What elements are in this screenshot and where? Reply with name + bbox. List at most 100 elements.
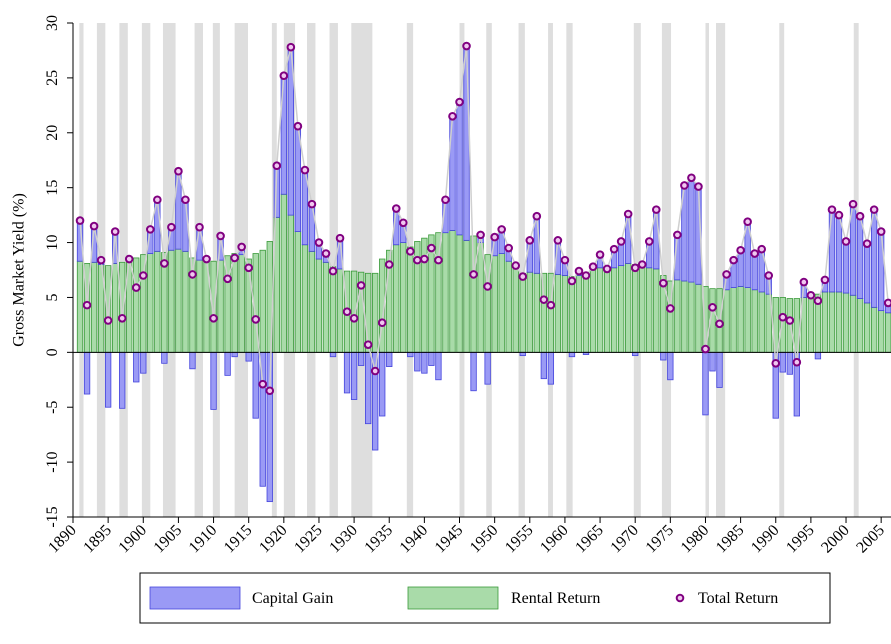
- total-return-point: [539, 295, 549, 304]
- total-return-point: [581, 271, 591, 280]
- total-return-point: [750, 249, 759, 258]
- total-return-point: [398, 218, 408, 228]
- x-tick-label: 1990: [748, 522, 783, 557]
- shaded-period: [566, 23, 573, 517]
- rental-bar: [301, 244, 309, 353]
- x-tick-label: 1945: [432, 522, 467, 557]
- shaded-period: [548, 23, 553, 517]
- x-tick-label: 2000: [818, 522, 853, 557]
- rental-bar: [505, 260, 512, 353]
- total-return-point: [209, 314, 218, 323]
- legend-swatch: [149, 586, 241, 610]
- rental-bar: [449, 230, 456, 353]
- total-return-point: [862, 239, 872, 248]
- rental-bar: [491, 255, 498, 353]
- total-return-point: [504, 243, 514, 253]
- capital-gain-bar: [470, 351, 477, 392]
- total-return-point: [75, 216, 85, 225]
- rental-bar: [639, 266, 646, 353]
- total-return-point: [827, 205, 837, 214]
- capital-gain-bar: [688, 177, 695, 283]
- rental-bar: [259, 249, 266, 353]
- shaded-period: [853, 23, 859, 517]
- total-return-point: [230, 253, 239, 263]
- rental-bar: [372, 272, 379, 353]
- legend-marker: [675, 593, 685, 603]
- rental-bar: [723, 289, 730, 353]
- total-return-point: [300, 165, 310, 175]
- rental-bar: [674, 279, 681, 353]
- capital-gain-bar: [210, 351, 217, 410]
- rental-bar: [196, 259, 203, 353]
- rental-bar: [238, 254, 245, 353]
- rental-bar: [596, 267, 604, 353]
- capital-gain-bar: [119, 351, 126, 409]
- total-return-point: [722, 270, 731, 279]
- rental-bar: [533, 272, 540, 353]
- capital-gain-bar: [463, 45, 470, 241]
- total-return-point: [651, 205, 661, 214]
- total-return-point: [413, 255, 422, 265]
- total-return-point: [377, 318, 387, 327]
- total-return-point: [307, 199, 317, 209]
- total-return-point: [525, 236, 535, 245]
- total-return-point: [616, 237, 626, 246]
- y-axis-label: Gross Market Yield (%): [11, 193, 28, 347]
- rental-bar: [695, 283, 702, 353]
- x-tick-label: 1965: [572, 522, 607, 557]
- x-tick-label: 1905: [151, 522, 186, 557]
- total-return-point: [792, 357, 802, 367]
- total-return-point: [687, 173, 696, 183]
- total-return-point: [117, 314, 127, 323]
- total-return-point: [146, 225, 155, 234]
- total-return-point: [518, 272, 528, 281]
- total-return-point: [293, 121, 303, 131]
- y-tick-label: 0: [44, 348, 61, 356]
- x-tick-label: 1975: [643, 522, 678, 557]
- capital-gain-bar: [435, 351, 442, 381]
- rental-bar: [519, 272, 526, 353]
- total-return-point: [462, 41, 471, 51]
- rental-bar: [90, 261, 98, 353]
- rental-bar: [589, 268, 597, 353]
- capital-gain-bar: [421, 351, 428, 374]
- total-return-point: [427, 243, 436, 253]
- total-return-point: [609, 244, 619, 254]
- rental-bar: [231, 253, 238, 353]
- capital-gain-bar: [252, 351, 259, 419]
- rental-bar: [653, 268, 660, 353]
- rental-bar: [786, 298, 793, 353]
- rental-bar: [842, 292, 850, 353]
- x-tick-label: 1970: [607, 522, 642, 557]
- total-return-point: [167, 222, 176, 232]
- total-return-point: [483, 282, 492, 291]
- legend-swatch: [407, 586, 499, 610]
- rental-bar: [112, 263, 119, 353]
- rental-bar: [758, 291, 765, 353]
- rental-bar: [828, 291, 836, 353]
- total-return-point: [820, 275, 830, 285]
- rental-bar: [336, 268, 344, 353]
- y-tick-label: 15: [44, 180, 61, 196]
- rental-bar: [646, 267, 653, 353]
- y-tick-label: -15: [44, 506, 61, 527]
- total-return-point: [342, 307, 352, 317]
- total-return-point: [637, 260, 647, 269]
- capital-gain-bar: [870, 209, 878, 308]
- y-tick-label: 30: [44, 15, 61, 31]
- rental-bar: [821, 291, 829, 353]
- rental-bar: [154, 250, 161, 353]
- shaded-period: [661, 23, 672, 517]
- rental-bar: [554, 273, 562, 353]
- total-return-point: [216, 231, 225, 241]
- capital-gain-bar: [350, 351, 358, 400]
- total-return-point: [272, 161, 282, 171]
- total-return-point: [314, 238, 324, 247]
- capital-gain-bar: [835, 214, 843, 293]
- capital-gain-bar: [189, 351, 196, 370]
- capital-gain-bar: [856, 215, 864, 299]
- rental-bar: [435, 232, 442, 353]
- total-return-point: [202, 254, 211, 264]
- total-return-point: [623, 209, 633, 219]
- rental-bar: [681, 280, 688, 353]
